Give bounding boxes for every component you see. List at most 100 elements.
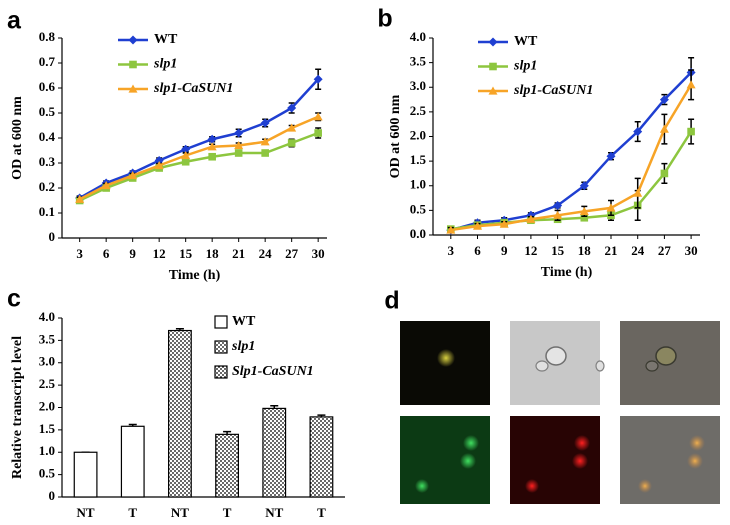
marker: [553, 200, 563, 210]
panel-label: a: [7, 7, 22, 35]
legend-marker: [488, 37, 498, 47]
y-tick-label: 0.6: [39, 79, 56, 94]
y-tick-label: 1.0: [39, 443, 55, 458]
marker: [473, 221, 482, 230]
cell: [638, 479, 652, 493]
marker: [314, 129, 322, 137]
x-tick-label: 21: [232, 246, 245, 261]
y-tick-label: 1.5: [410, 152, 427, 167]
legend-swatch: [214, 315, 228, 329]
marker: [526, 214, 536, 223]
marker: [234, 128, 244, 138]
y-tick-label: 0.5: [39, 104, 56, 119]
cell: [437, 349, 455, 367]
bar: [120, 425, 145, 498]
panel-label: c: [7, 285, 21, 313]
y-tick-label: 0.7: [39, 54, 56, 69]
y-tick-label: 2.0: [410, 127, 426, 142]
series-line: [79, 78, 320, 200]
marker: [659, 124, 669, 133]
marker: [101, 181, 111, 190]
legend-label: WT: [154, 32, 178, 47]
y-tick-label: 3.5: [39, 331, 56, 346]
x-tick-label: T: [317, 505, 326, 520]
y-tick-label: 2.5: [39, 376, 56, 391]
legend-label: slp1: [153, 57, 177, 72]
marker: [580, 213, 589, 222]
x-tick-label: 3: [76, 246, 83, 261]
cell: [525, 479, 539, 493]
series-line: [450, 84, 693, 232]
cell: [595, 360, 605, 372]
x-tick-label: 9: [501, 243, 508, 258]
marker: [260, 118, 270, 128]
legend-marker: [488, 86, 498, 95]
x-tick-label: 27: [285, 246, 299, 261]
y-tick-label: 0.8: [39, 29, 56, 44]
y-tick-label: 0.5: [39, 466, 56, 481]
panel-label: b: [377, 5, 392, 33]
marker: [660, 169, 669, 178]
marker: [287, 139, 296, 147]
marker: [208, 152, 216, 161]
y-tick-label: 0.1: [39, 204, 55, 219]
marker: [234, 149, 243, 157]
legend-label: slp1: [231, 339, 255, 354]
x-axis-title: Time (h): [541, 265, 593, 280]
y-tick-label: 2.5: [410, 103, 427, 118]
marker: [606, 203, 616, 212]
marker: [446, 225, 456, 234]
marker: [287, 103, 297, 113]
x-tick-label: T: [223, 505, 232, 520]
marker: [553, 210, 563, 219]
marker: [75, 194, 85, 203]
x-tick-label: 24: [259, 246, 273, 261]
legend-marker: [128, 84, 138, 93]
marker: [633, 188, 643, 197]
cell: [689, 435, 705, 451]
legend-swatch: [214, 365, 228, 379]
x-tick-label: 30: [312, 246, 325, 261]
marker: [499, 219, 509, 228]
y-tick-label: 0.0: [410, 226, 426, 241]
x-tick-label: 30: [685, 243, 698, 258]
y-tick-label: 0: [49, 229, 56, 244]
marker: [633, 127, 643, 137]
marker: [207, 142, 217, 151]
y-tick-label: 0.5: [410, 201, 427, 216]
y-axis-title: OD at 600 nm: [388, 94, 403, 178]
y-tick-label: 3.5: [410, 54, 427, 69]
marker: [181, 144, 191, 154]
x-tick-label: 21: [605, 243, 618, 258]
y-tick-label: 1.0: [410, 177, 426, 192]
cell: [572, 453, 588, 469]
bar: [262, 407, 287, 498]
x-tick-label: 18: [206, 246, 220, 261]
legend-label: Slp1-CaSUN1: [232, 364, 314, 379]
y-tick-label: 1.5: [39, 421, 56, 436]
x-tick-label: 9: [129, 246, 136, 261]
cell: [463, 435, 479, 451]
marker: [260, 137, 270, 146]
bar: [309, 416, 334, 498]
marker: [261, 149, 269, 157]
y-tick-label: 0.4: [39, 129, 56, 144]
marker: [154, 161, 164, 170]
marker: [181, 151, 191, 160]
legend-swatch: [214, 340, 228, 354]
x-tick-label: 24: [631, 243, 645, 258]
legend-label: slp1-CaSUN1: [513, 83, 593, 98]
marker: [686, 80, 696, 89]
x-tick-label: T: [128, 505, 137, 520]
series-line: [79, 115, 319, 201]
y-tick-label: 3.0: [410, 78, 426, 93]
marker: [313, 112, 323, 121]
x-tick-label: NT: [265, 505, 283, 520]
cell: [460, 453, 476, 469]
x-tick-label: NT: [171, 505, 189, 520]
marker: [687, 127, 695, 136]
x-tick-label: 15: [179, 246, 193, 261]
y-tick-label: 3.0: [39, 354, 55, 369]
marker: [579, 206, 589, 215]
y-tick-label: 4.0: [39, 309, 55, 324]
